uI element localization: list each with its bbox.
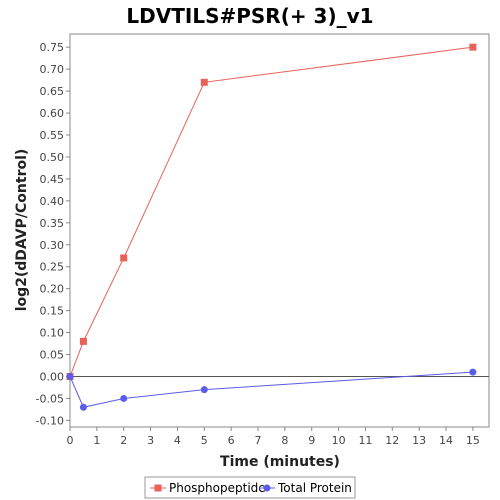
data-point	[200, 78, 208, 86]
x-tick-label: 8	[281, 434, 288, 447]
legend-marker	[154, 484, 162, 492]
y-tick-label: 0.40	[40, 195, 65, 208]
data-point	[120, 254, 128, 262]
x-tick-label: 3	[147, 434, 154, 447]
x-tick-label: 11	[358, 434, 372, 447]
data-point	[66, 373, 74, 381]
legend-marker	[263, 484, 271, 492]
y-tick-label: 0.25	[40, 261, 65, 274]
y-tick-label: 0.70	[40, 63, 65, 76]
x-tick-label: 12	[385, 434, 399, 447]
x-axis-label: Time (minutes)	[220, 454, 340, 470]
data-point	[469, 43, 477, 51]
y-tick-label: 0.65	[40, 85, 65, 98]
x-tick-label: 4	[174, 434, 181, 447]
y-tick-label: 0.75	[40, 41, 65, 54]
y-tick-label: 0.30	[40, 239, 65, 252]
legend: Phosphopeptide Total Protein	[150, 481, 352, 495]
data-point	[120, 394, 128, 402]
y-tick-label: 0.35	[40, 217, 65, 230]
x-tick-label: 13	[412, 434, 426, 447]
x-tick-label: 14	[439, 434, 453, 447]
y-tick-label: 0.50	[40, 151, 65, 164]
data-point	[469, 368, 477, 376]
y-tick-label: 0.15	[40, 305, 65, 318]
legend-label: Phosphopeptide	[169, 481, 266, 495]
x-tick-label: 15	[466, 434, 480, 447]
y-tick-label: 0.45	[40, 173, 65, 186]
plot-area	[69, 33, 490, 428]
y-tick-label: 0.20	[40, 283, 65, 296]
y-tick-label: 0.05	[40, 349, 65, 362]
y-tick-label: 0.55	[40, 129, 65, 142]
x-axis: 0 1 2 3 4 5 6 7 8 9 10 11 12 13 14 15	[67, 427, 480, 447]
y-tick-label: -0.10	[36, 414, 64, 427]
y-tick-label: 0.10	[40, 327, 65, 340]
legend-box	[144, 476, 356, 499]
data-point	[79, 403, 87, 411]
x-tick-label: 10	[332, 434, 346, 447]
x-tick-label: 1	[93, 434, 100, 447]
data-point	[79, 337, 87, 345]
y-tick-label: 0.00	[40, 371, 65, 384]
legend-label: Total Protein	[277, 481, 352, 495]
y-tick-label: 0.60	[40, 107, 65, 120]
series-layer	[66, 43, 477, 411]
x-tick-label: 7	[255, 434, 262, 447]
chart-title: LDVTILS#PSR(+ 3)_v1	[126, 4, 373, 28]
x-tick-label: 2	[120, 434, 127, 447]
x-tick-label: 9	[308, 434, 315, 447]
x-tick-label: 5	[201, 434, 208, 447]
y-axis: -0.10 -0.05 0.00 0.05 0.10 0.15 0.20 0.25 0.30 0.…	[36, 41, 70, 427]
y-tick-label: -0.05	[36, 392, 64, 405]
data-point	[200, 386, 208, 394]
x-tick-label: 0	[67, 434, 74, 447]
x-tick-label: 6	[228, 434, 235, 447]
y-axis-label: log2(dDAVP/Control)	[14, 149, 30, 312]
